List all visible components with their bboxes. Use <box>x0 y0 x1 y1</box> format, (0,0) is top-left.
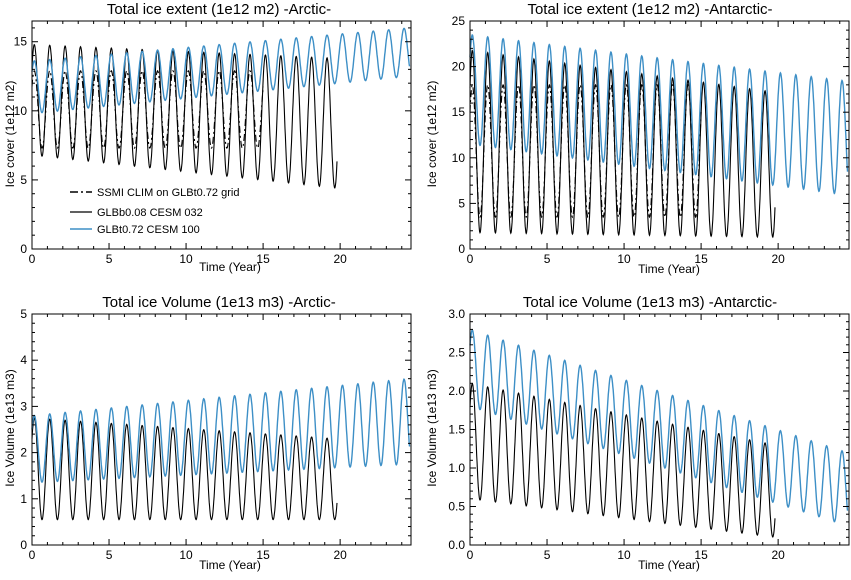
x-axis-label: Time (Year) <box>199 260 261 274</box>
y-tick-label: 5 <box>20 173 27 187</box>
x-tick-label: 15 <box>256 548 270 562</box>
x-tick-label: 10 <box>617 548 631 562</box>
plot-frame <box>31 20 412 250</box>
y-tick-label: 2.0 <box>448 384 465 398</box>
series-line-2 <box>31 27 411 114</box>
x-tick-label: 5 <box>544 548 551 562</box>
y-tick-label: 1 <box>20 492 27 506</box>
series-line-0 <box>469 382 776 538</box>
panel-title: Total ice extent (1e12 m2) -Arctic- <box>107 1 331 18</box>
plot-area: 0 5 10 15 20 0 5 10 15 20 25 <box>452 14 850 266</box>
y-tick-label: 0 <box>20 538 27 552</box>
y-axis-label: Ice Volume (1e13 m3) <box>3 369 17 486</box>
y-tick-label: 2.5 <box>448 346 465 360</box>
plot-area: 0 5 10 15 20 0 5 10 15 <box>14 20 412 266</box>
y-axis-label: Ice cover (1e12 m2) <box>425 81 439 188</box>
legend: SSMI CLIM on GLBt0.72 grid GLBb0.08 CESM… <box>70 187 239 236</box>
panel-antarctic-volume: Total ice Volume (1e13 m3) -Antarctic- T… <box>425 294 777 572</box>
x-tick-label: 0 <box>467 252 474 266</box>
plot-area: 0 5 10 15 20 0.0 0.5 1.0 1.5 2.0 2.5 3.0 <box>448 307 850 562</box>
x-tick-label: 10 <box>179 548 193 562</box>
x-tick-label: 20 <box>333 252 347 266</box>
series-line-1 <box>469 329 849 523</box>
panel-title: Total ice extent (1e12 m2) -Antarctic- <box>527 1 772 18</box>
series-line-0 <box>31 417 338 521</box>
y-tick-label: 3 <box>20 399 27 413</box>
plot-frame <box>31 313 412 546</box>
x-tick-label: 10 <box>617 252 631 266</box>
y-tick-label: 3.0 <box>448 307 465 321</box>
x-axis-label: Time (Year) <box>199 558 261 572</box>
x-axis-label: Time (Year) <box>638 262 700 276</box>
x-tick-label: 15 <box>256 252 270 266</box>
x-axis-label: Time (Year) <box>638 558 700 572</box>
x-tick-label: 5 <box>106 252 113 266</box>
x-tick-label: 15 <box>694 548 708 562</box>
y-tick-label: 5 <box>20 307 27 321</box>
panel-antarctic-extent: Total ice extent (1e12 m2) -Antarctic- T… <box>425 1 773 276</box>
panel-title: Total ice Volume (1e13 m3) -Arctic- <box>102 294 335 311</box>
y-tick-label: 10 <box>14 104 28 118</box>
y-tick-label: 15 <box>452 105 466 119</box>
y-tick-label: 1.5 <box>448 423 465 437</box>
x-tick-label: 20 <box>771 252 785 266</box>
y-axis-label: Ice Volume (1e13 m3) <box>425 369 439 486</box>
y-tick-label: 2 <box>20 446 27 460</box>
y-tick-label: 0.0 <box>448 538 465 552</box>
y-tick-label: 4 <box>20 353 27 367</box>
panel-arctic-extent: Total ice extent (1e12 m2) -Arctic- Time… <box>3 1 331 274</box>
y-tick-label: 1.0 <box>448 461 465 475</box>
y-tick-label: 20 <box>452 60 466 74</box>
x-tick-label: 10 <box>179 252 193 266</box>
series-line-1 <box>31 378 411 484</box>
y-tick-label: 15 <box>14 35 28 49</box>
series-line-2 <box>469 33 849 195</box>
plot-frame <box>469 20 850 250</box>
legend-label-glbt: GLBt0.72 CESM 100 <box>97 224 200 236</box>
y-axis-label: Ice cover (1e12 m2) <box>3 81 17 188</box>
y-tick-label: 0 <box>20 242 27 256</box>
x-tick-label: 5 <box>106 548 113 562</box>
plot-frame <box>469 313 850 546</box>
x-tick-label: 20 <box>333 548 347 562</box>
plot-area: 0 5 10 15 20 0 1 2 3 4 5 <box>20 307 412 562</box>
y-tick-label: 0.5 <box>448 500 465 514</box>
x-tick-label: 0 <box>29 548 36 562</box>
y-tick-label: 10 <box>452 151 466 165</box>
x-tick-label: 15 <box>694 252 708 266</box>
x-tick-label: 0 <box>467 548 474 562</box>
x-tick-label: 5 <box>544 252 551 266</box>
series-line-1 <box>469 49 776 239</box>
x-tick-label: 20 <box>771 548 785 562</box>
panel-arctic-volume: Total ice Volume (1e13 m3) -Arctic- Time… <box>3 294 336 572</box>
panel-title: Total ice Volume (1e13 m3) -Antarctic- <box>523 294 777 311</box>
x-tick-label: 0 <box>29 252 36 266</box>
y-tick-label: 25 <box>452 14 466 28</box>
legend-label-ssmi: SSMI CLIM on GLBt0.72 grid <box>97 187 239 199</box>
legend-label-glbb: GLBb0.08 CESM 032 <box>97 207 203 219</box>
y-tick-label: 0 <box>458 242 465 256</box>
y-tick-label: 5 <box>458 196 465 210</box>
